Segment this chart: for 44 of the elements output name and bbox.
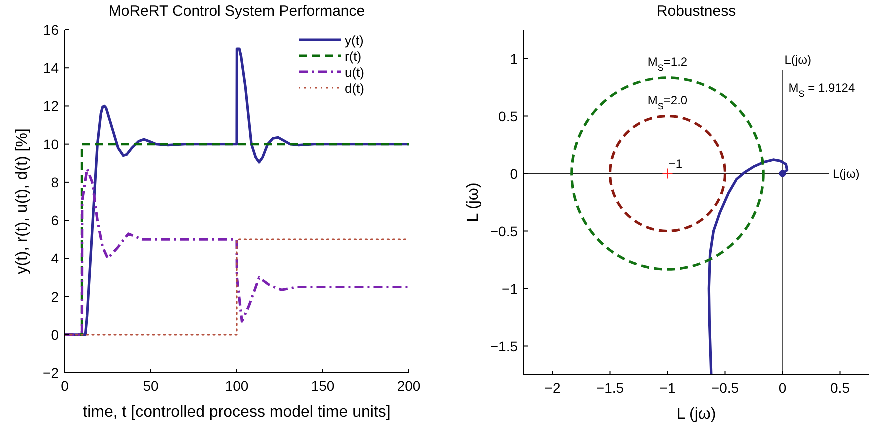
y-tick-label: −1.5	[490, 338, 518, 354]
y-tick-label: −1	[502, 280, 518, 297]
x-axis-title: L (jω)	[676, 406, 716, 423]
x-tick-label: 0	[778, 380, 787, 396]
y-tick-label: 0	[510, 166, 518, 182]
legend-label: r(t)	[345, 49, 362, 64]
annotation: M$_{S}$=2.0	[648, 93, 688, 112]
y-tick-label: 1	[510, 50, 518, 67]
y-axis-title: y(t), r(t), u(t), d(t) [%]	[14, 128, 31, 274]
chart-title: Robustness	[656, 3, 736, 20]
annotation: −1	[668, 156, 683, 171]
ref-line-label: L(jω)	[784, 53, 812, 67]
legend-label: d(t)	[345, 81, 364, 96]
y-tick-label: 2	[51, 288, 60, 305]
y-tick-label: 4	[51, 250, 60, 267]
x-tick-label: 150	[311, 378, 335, 394]
y-tick-label: 10	[43, 136, 60, 152]
annotation: M$_{S}$=1.2	[648, 54, 688, 73]
y-tick-label: −0.5	[490, 223, 518, 240]
ref-line-label: L(jω)	[833, 166, 860, 181]
x-tick-label: 50	[143, 378, 159, 394]
y-tick-label: 0.5	[498, 108, 518, 124]
x-tick-label: 0.5	[830, 380, 850, 396]
x-tick-label: 100	[225, 378, 249, 394]
x-axis-title: time, t [controlled process model time units]	[83, 404, 391, 421]
chart-title: MoReRT Control System Performance	[108, 3, 366, 20]
x-tick-label: −0.5	[711, 380, 740, 396]
legend-label: u(t)	[345, 65, 364, 80]
y-tick-label: 14	[43, 60, 60, 76]
y-axis-title: L (jω)	[465, 182, 482, 222]
line-series	[708, 158, 789, 375]
x-tick-label: −2	[544, 380, 561, 396]
y-tick-label: 8	[51, 174, 60, 190]
y-tick-label: 0	[51, 326, 60, 343]
y-tick-label: 6	[51, 212, 60, 229]
y-tick-label: 12	[43, 98, 60, 114]
x-tick-label: −1	[660, 380, 676, 396]
annotation: M$_{S}$ = 1.9124	[788, 81, 856, 99]
x-tick-label: 200	[397, 378, 421, 394]
x-tick-label: 0	[61, 378, 70, 394]
y-tick-label: −2	[43, 365, 60, 381]
x-tick-label: −1.5	[596, 380, 624, 396]
y-tick-label: 16	[43, 22, 60, 38]
legend-label: y(t)	[345, 33, 364, 48]
